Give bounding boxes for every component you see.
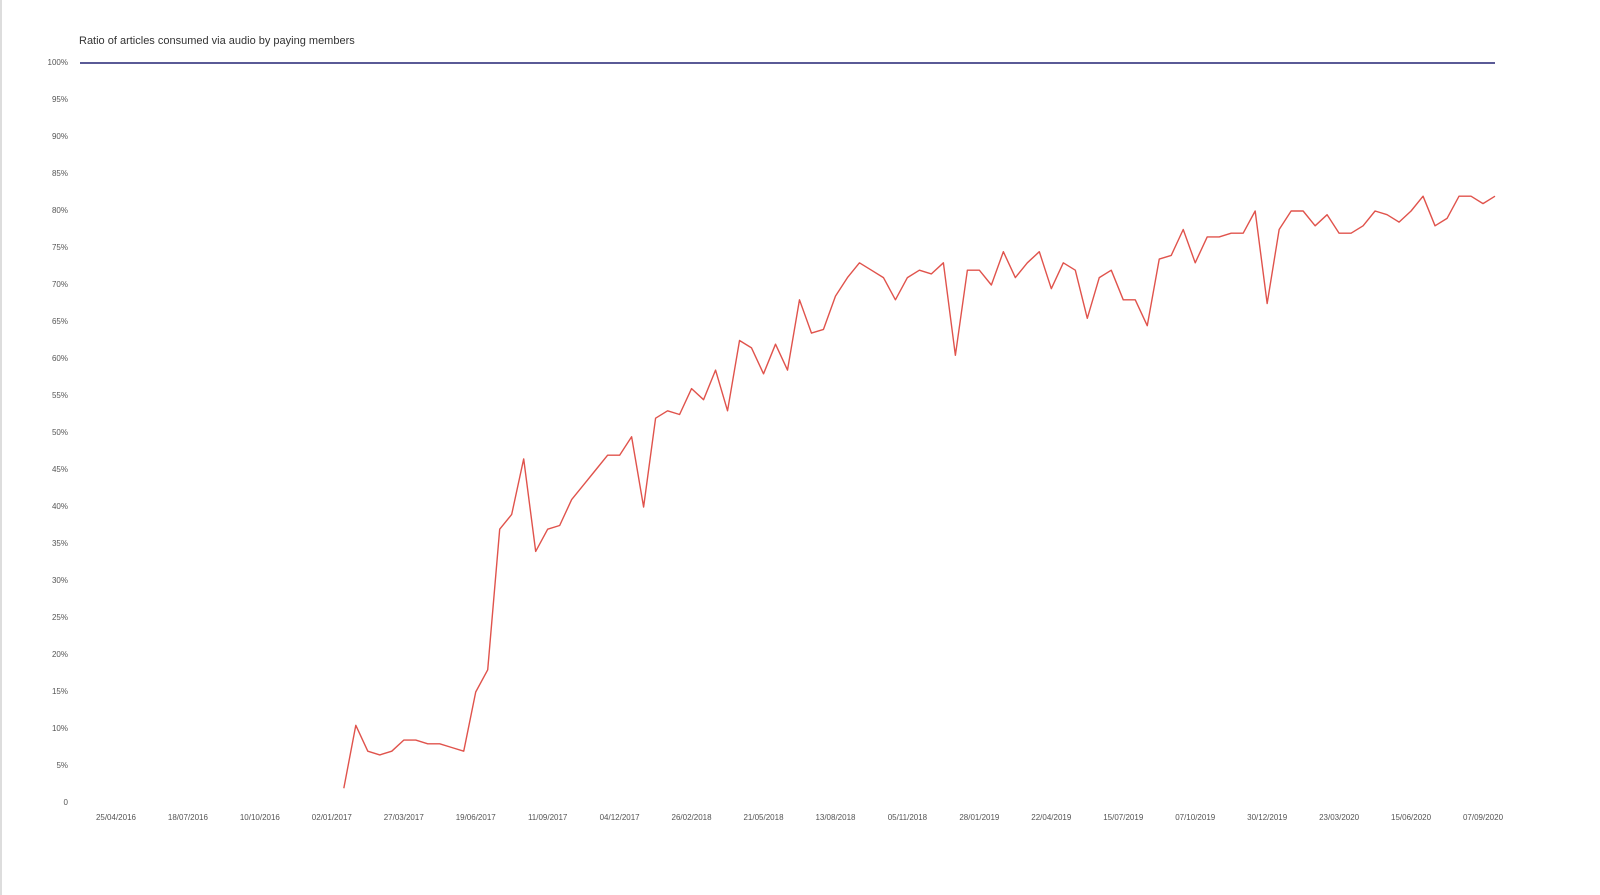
x-tick-label: 22/04/2019	[1031, 813, 1072, 822]
y-tick-label: 30%	[52, 576, 68, 585]
y-tick-label: 15%	[52, 687, 68, 696]
y-tick-label: 85%	[52, 169, 68, 178]
y-tick-label: 35%	[52, 539, 68, 548]
chart-title: Ratio of articles consumed via audio by …	[79, 35, 355, 47]
x-tick-label: 04/12/2017	[600, 813, 641, 822]
x-tick-label: 11/09/2017	[528, 813, 568, 822]
y-tick-label: 40%	[52, 502, 68, 511]
x-tick-label: 10/10/2016	[240, 813, 281, 822]
x-tick-label: 15/07/2019	[1103, 813, 1144, 822]
y-tick-label: 95%	[52, 95, 68, 104]
y-tick-label: 65%	[52, 317, 68, 326]
x-tick-label: 18/07/2016	[168, 813, 209, 822]
y-tick-label: 5%	[56, 761, 68, 770]
y-tick-label: 55%	[52, 391, 68, 400]
y-tick-label: 100%	[48, 58, 68, 67]
x-tick-label: 02/01/2017	[312, 813, 353, 822]
x-tick-label: 15/06/2020	[1391, 813, 1432, 822]
x-tick-label: 05/11/2018	[888, 813, 928, 822]
x-tick-label: 21/05/2018	[743, 813, 784, 822]
y-tick-label: 60%	[52, 354, 68, 363]
y-tick-label: 90%	[52, 132, 68, 141]
y-tick-label: 25%	[52, 613, 68, 622]
x-tick-label: 25/04/2016	[96, 813, 137, 822]
x-tick-label: 26/02/2018	[672, 813, 713, 822]
y-tick-label: 20%	[52, 650, 68, 659]
x-tick-label: 19/06/2017	[456, 813, 497, 822]
x-tick-label: 27/03/2017	[384, 813, 425, 822]
y-tick-label: 50%	[52, 428, 68, 437]
x-tick-label: 30/12/2019	[1247, 813, 1288, 822]
x-tick-label: 13/08/2018	[815, 813, 856, 822]
x-tick-label: 28/01/2019	[959, 813, 1000, 822]
x-tick-label: 07/10/2019	[1175, 813, 1216, 822]
y-tick-label: 80%	[52, 206, 68, 215]
y-tick-label: 75%	[52, 243, 68, 252]
x-tick-label: 07/09/2020	[1463, 813, 1504, 822]
data-line	[343, 195, 1496, 789]
x-tick-label: 23/03/2020	[1319, 813, 1360, 822]
y-tick-label: 0	[64, 798, 69, 807]
y-tick-label: 10%	[52, 724, 68, 733]
y-tick-label: 45%	[52, 465, 68, 474]
y-tick-label: 70%	[52, 280, 68, 289]
